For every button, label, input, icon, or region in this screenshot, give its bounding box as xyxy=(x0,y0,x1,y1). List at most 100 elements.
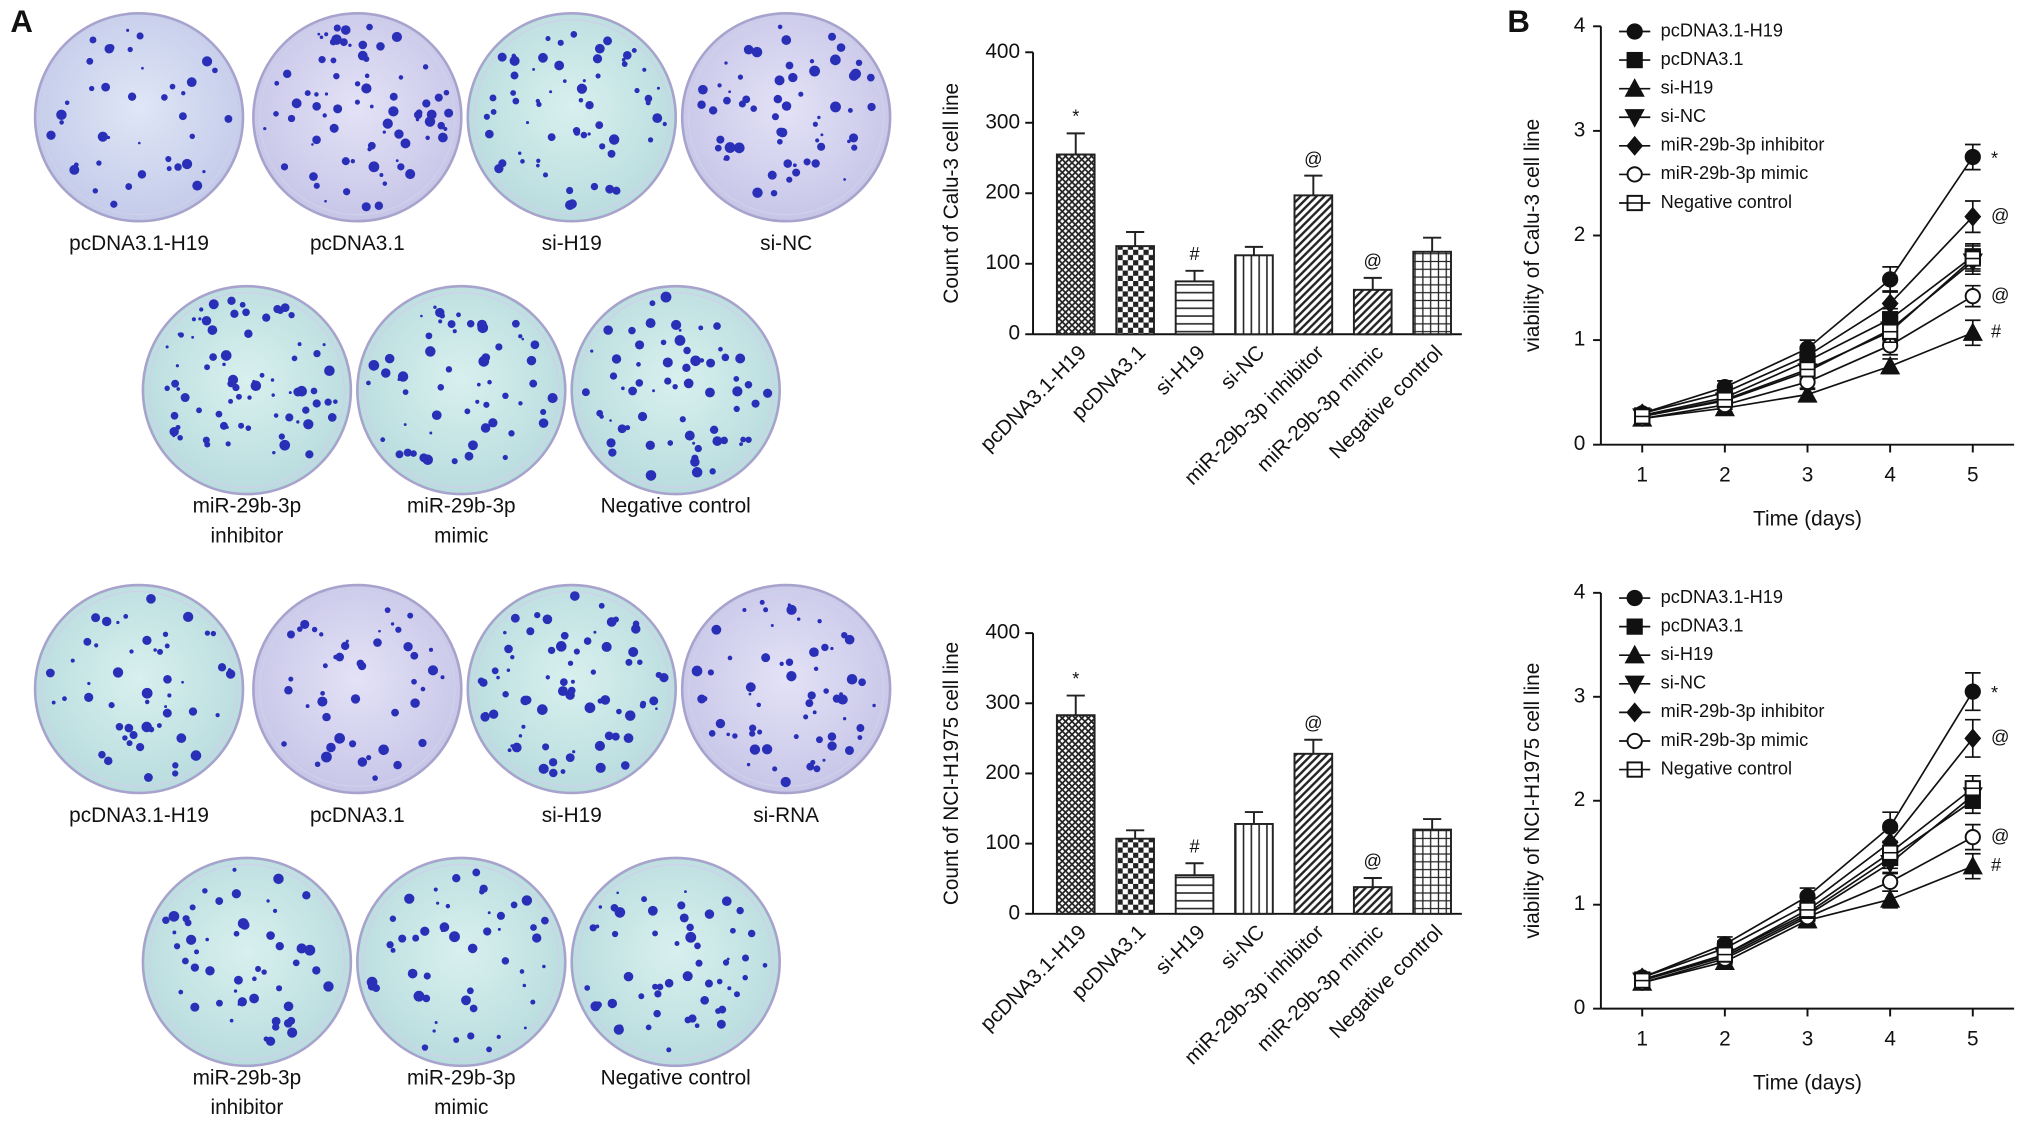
x-tick-label: pcDNA3.1-H19 xyxy=(976,921,1091,1036)
error-bar xyxy=(1304,174,1323,196)
marker xyxy=(1626,618,1643,635)
colony xyxy=(724,61,728,65)
colony xyxy=(233,975,243,985)
colony xyxy=(245,425,252,431)
colony xyxy=(202,170,206,174)
colony xyxy=(51,700,56,705)
colony xyxy=(320,690,325,696)
colony xyxy=(164,385,170,391)
bar xyxy=(1352,886,1393,915)
colony xyxy=(609,372,618,380)
colony xyxy=(220,350,232,361)
legend-label: si-H19 xyxy=(1661,644,1714,664)
annotation: @ xyxy=(1991,826,2009,846)
colony xyxy=(382,181,388,186)
colony xyxy=(263,126,267,131)
colony xyxy=(420,686,426,692)
colony xyxy=(127,92,137,101)
colony xyxy=(709,468,716,475)
colony xyxy=(369,104,374,109)
colony xyxy=(164,705,168,709)
colony xyxy=(101,616,112,627)
bar xyxy=(1234,823,1274,915)
colony xyxy=(146,593,156,604)
colony xyxy=(162,708,172,718)
colony xyxy=(582,79,586,83)
colony xyxy=(435,307,445,318)
legend-label: miR-29b-3p inhibitor xyxy=(1661,701,1825,721)
marker xyxy=(1797,383,1818,403)
plate-rim xyxy=(148,292,345,489)
colony xyxy=(103,756,113,766)
colony xyxy=(83,637,92,646)
colony xyxy=(411,678,417,685)
colony xyxy=(445,903,451,909)
plate-label: miR-29b-3p xyxy=(407,1066,516,1089)
colony xyxy=(186,934,197,945)
colony xyxy=(238,422,245,429)
colony xyxy=(724,142,736,153)
colony xyxy=(69,164,80,175)
colony xyxy=(535,98,541,104)
colony xyxy=(354,99,360,105)
colony xyxy=(667,440,674,446)
colony xyxy=(181,680,184,684)
plate-rim xyxy=(40,590,238,788)
colony xyxy=(380,437,386,443)
colony xyxy=(837,694,848,705)
colony xyxy=(112,667,124,678)
colony xyxy=(742,607,747,613)
colony xyxy=(261,969,267,975)
colony xyxy=(273,413,279,418)
colony xyxy=(674,335,686,346)
colony xyxy=(324,32,329,37)
marker xyxy=(1881,293,1899,314)
colony xyxy=(786,671,797,682)
colony xyxy=(542,614,553,625)
colony xyxy=(271,393,275,397)
error-bar xyxy=(1066,132,1085,155)
colony xyxy=(666,1047,672,1053)
colony xyxy=(242,308,250,317)
colony xyxy=(224,114,233,123)
colony xyxy=(490,109,497,115)
colony xyxy=(496,911,505,920)
colony xyxy=(798,91,804,97)
colony xyxy=(712,436,723,446)
colony xyxy=(803,158,811,166)
colony xyxy=(368,360,380,371)
colony xyxy=(620,761,630,770)
colony xyxy=(127,46,133,53)
colony xyxy=(581,388,590,397)
colony xyxy=(282,69,292,79)
marker xyxy=(1626,23,1643,40)
colony xyxy=(349,740,357,748)
colony xyxy=(467,943,478,954)
colony xyxy=(239,301,246,308)
colony xyxy=(136,32,144,40)
colony xyxy=(709,425,719,434)
colony xyxy=(796,617,801,621)
colony xyxy=(207,325,218,335)
bar xyxy=(1115,245,1155,336)
colony xyxy=(741,954,750,962)
colony xyxy=(45,668,55,678)
colony xyxy=(318,55,326,64)
colony xyxy=(323,981,334,992)
colony xyxy=(172,770,179,777)
colony xyxy=(322,343,326,347)
colony xyxy=(512,97,520,105)
colony xyxy=(266,899,270,903)
colony xyxy=(555,641,567,652)
colony xyxy=(530,924,537,931)
colony xyxy=(421,1044,429,1051)
colony xyxy=(560,769,566,774)
colony xyxy=(173,943,181,950)
colony xyxy=(422,994,431,1003)
colony xyxy=(366,23,373,31)
colony xyxy=(839,692,843,697)
plate-label: pcDNA3.1 xyxy=(310,232,405,255)
colony xyxy=(506,668,511,672)
colony xyxy=(538,418,549,428)
colony xyxy=(649,696,659,706)
